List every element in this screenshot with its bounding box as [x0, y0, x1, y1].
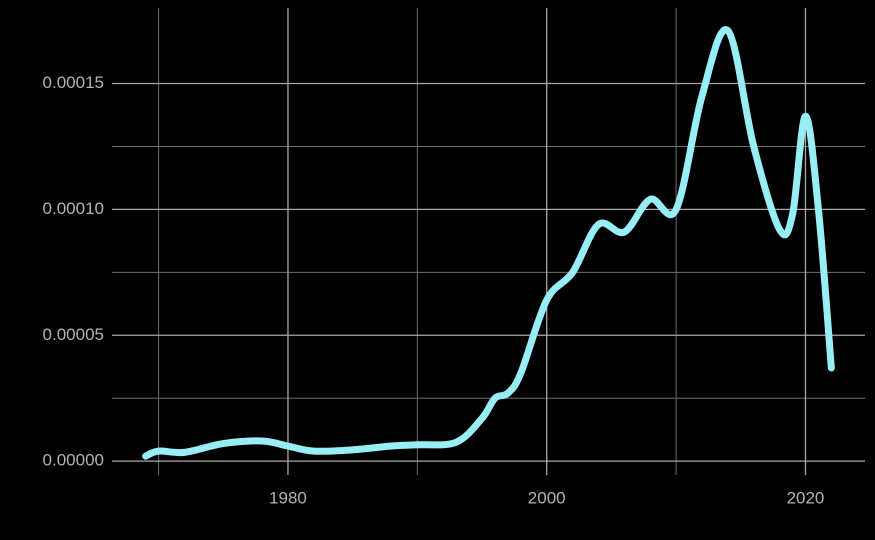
- data-line: [142, 26, 835, 460]
- x-tick-label: 2000: [528, 488, 566, 507]
- y-tick-label: 0.00015: [43, 73, 104, 92]
- x-tick-label: 1980: [269, 488, 307, 507]
- y-tick-label: 0.00005: [43, 325, 104, 344]
- y-tick-label: 0.00000: [43, 451, 104, 470]
- y-tick-label: 0.00010: [43, 199, 104, 218]
- x-tick-label: 2020: [787, 488, 825, 507]
